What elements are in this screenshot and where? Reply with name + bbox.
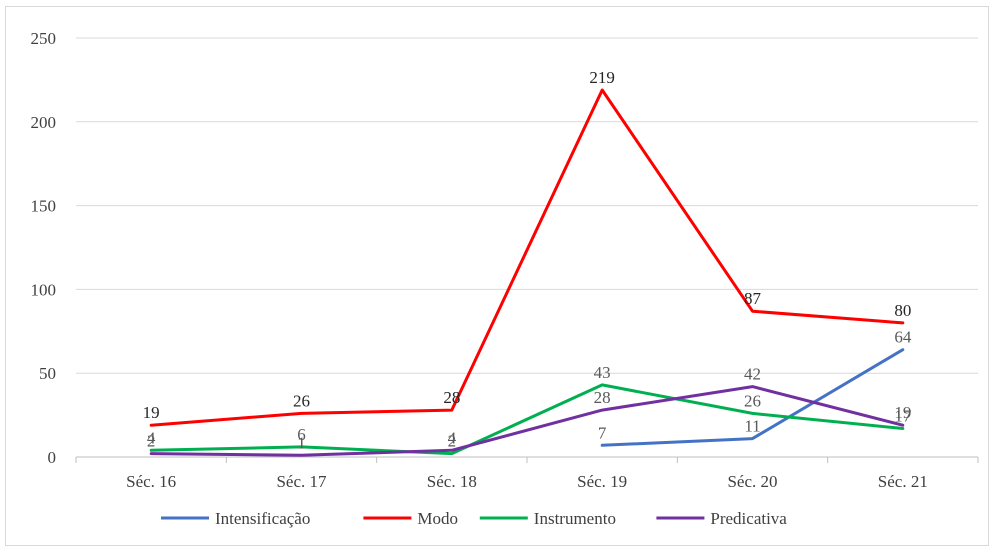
data-label: 28	[594, 388, 611, 407]
chart-frame	[5, 6, 989, 546]
series-line-modo	[149, 88, 905, 427]
legend-label: Modo	[417, 509, 458, 528]
data-label: 26	[293, 391, 310, 410]
y-tick-label: 100	[31, 280, 57, 299]
legend-label: Intensificação	[215, 509, 310, 528]
data-label: 4	[147, 428, 156, 447]
x-tick-label: Séc. 16	[126, 472, 176, 491]
data-label: 6	[297, 425, 306, 444]
gridlines	[76, 37, 978, 374]
legend-label: Predicativa	[710, 509, 787, 528]
x-tick-label: Séc. 20	[727, 472, 777, 491]
data-label: 87	[744, 289, 762, 308]
y-tick-label: 250	[31, 29, 57, 48]
x-tick-label: Séc. 21	[878, 472, 928, 491]
data-label: 219	[589, 68, 615, 87]
data-label: 64	[894, 328, 912, 347]
y-tick-label: 50	[39, 364, 56, 383]
data-label: 1	[297, 433, 306, 452]
series-lines	[149, 88, 905, 457]
data-label: 2	[448, 432, 457, 451]
y-tick-label: 200	[31, 113, 57, 132]
data-label: 42	[744, 365, 761, 384]
x-tick-label: Séc. 19	[577, 472, 627, 491]
data-label: 19	[143, 403, 160, 422]
data-label: 2	[147, 432, 156, 451]
data-label: 43	[594, 363, 611, 382]
legend: Intensificação Modo Instrumento Predicativa	[161, 509, 787, 528]
data-label: 11	[744, 417, 760, 436]
data-label: 17	[894, 407, 912, 426]
series-line-predicativa	[149, 385, 905, 457]
x-tick-label: Séc. 18	[427, 472, 477, 491]
axes: 0 50 100 150 200 250 Séc. 16 Séc. 17 Séc. 18 Séc.…	[31, 29, 979, 491]
y-tick-label: 0	[48, 448, 57, 467]
data-label: 80	[894, 301, 911, 320]
y-tick-label: 150	[31, 197, 57, 216]
legend-label: Instrumento	[534, 509, 616, 528]
series-line-intensificação	[600, 348, 905, 447]
data-label: 19	[894, 403, 911, 422]
data-label: 28	[443, 388, 460, 407]
data-label: 7	[598, 423, 607, 442]
series-line-instrumento	[149, 383, 905, 456]
x-tick-label: Séc. 17	[276, 472, 327, 491]
data-label: 4	[448, 428, 457, 447]
data-label: 26	[744, 391, 761, 410]
